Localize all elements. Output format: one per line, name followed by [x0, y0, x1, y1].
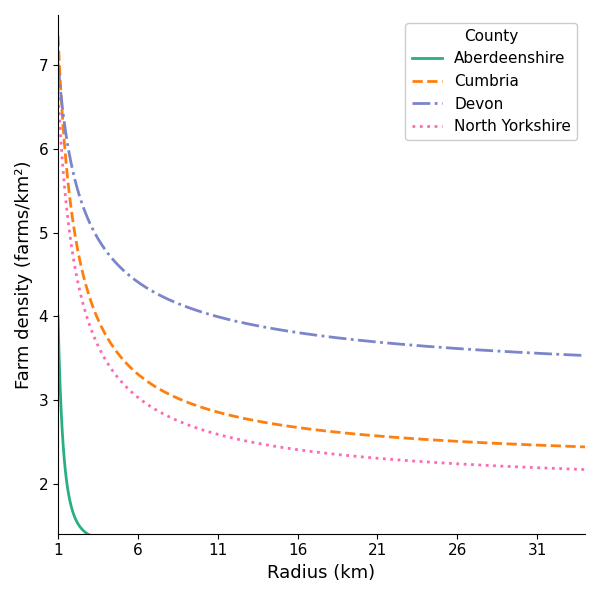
Devon [108, 255, 115, 262]
Cumbria [55, 32, 62, 39]
North Yorkshire [287, 445, 294, 452]
Aberdeenshire [55, 313, 62, 320]
Aberdeenshire [268, 540, 275, 547]
Cumbria [287, 423, 294, 430]
Line: Cumbria: Cumbria [58, 36, 585, 447]
Line: Aberdeenshire: Aberdeenshire [58, 316, 585, 544]
North Yorkshire [581, 466, 589, 473]
North Yorkshire [268, 442, 275, 450]
Aberdeenshire [581, 540, 589, 547]
Aberdeenshire [287, 540, 294, 547]
North Yorkshire [466, 461, 473, 468]
Aberdeenshire [108, 537, 115, 544]
North Yorkshire [108, 366, 115, 373]
North Yorkshire [416, 458, 424, 465]
Cumbria [475, 439, 482, 446]
Cumbria [416, 435, 424, 442]
Line: Devon: Devon [58, 63, 585, 356]
Y-axis label: Farm density (farms/km²): Farm density (farms/km²) [15, 160, 33, 389]
Aberdeenshire [466, 540, 473, 547]
Cumbria [581, 444, 589, 451]
Aberdeenshire [475, 540, 482, 547]
Devon [416, 342, 424, 349]
North Yorkshire [475, 461, 482, 469]
X-axis label: Radius (km): Radius (km) [268, 564, 376, 582]
Devon [55, 59, 62, 66]
Devon [466, 346, 473, 353]
Aberdeenshire [416, 540, 424, 547]
Legend: Aberdeenshire, Cumbria, Devon, North Yorkshire: Aberdeenshire, Cumbria, Devon, North Yor… [406, 23, 577, 140]
Devon [475, 346, 482, 353]
Line: North Yorkshire: North Yorkshire [58, 90, 585, 470]
Cumbria [268, 420, 275, 427]
Devon [268, 325, 275, 332]
North Yorkshire [55, 87, 62, 94]
Cumbria [466, 438, 473, 445]
Devon [581, 352, 589, 359]
Devon [287, 328, 294, 335]
Cumbria [108, 341, 115, 349]
